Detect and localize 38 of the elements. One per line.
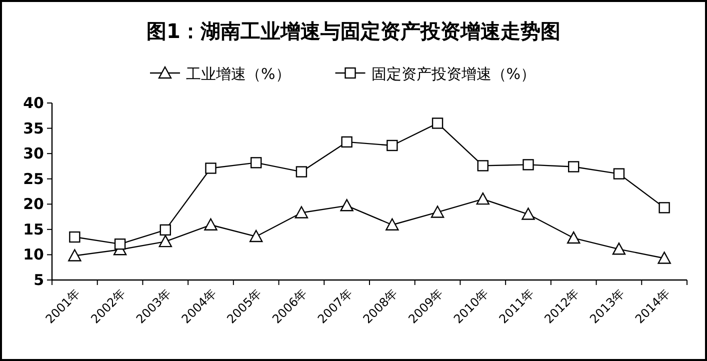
point <box>250 157 262 168</box>
point <box>68 249 82 262</box>
point <box>522 159 534 170</box>
point <box>567 231 580 244</box>
y-tick-label: 10 <box>23 246 44 264</box>
point <box>432 118 444 129</box>
point <box>522 208 535 220</box>
point <box>568 161 580 172</box>
point <box>476 192 490 205</box>
point <box>69 231 80 243</box>
point <box>341 136 352 148</box>
y-tick-label: 15 <box>23 220 44 238</box>
point <box>114 238 126 250</box>
y-tick-label: 5 <box>34 271 44 289</box>
y-tick-label: 25 <box>23 170 44 188</box>
point <box>430 206 444 218</box>
point <box>160 224 171 236</box>
point <box>158 234 172 248</box>
point <box>294 206 308 218</box>
point <box>612 242 626 255</box>
legend-label: 固定资产投资增速（%） <box>371 65 536 83</box>
y-tick-label: 30 <box>23 144 44 163</box>
point <box>386 140 398 152</box>
point <box>340 199 354 212</box>
legend-label: 工业增速（%） <box>186 65 290 83</box>
point <box>386 218 399 230</box>
point <box>296 166 308 178</box>
chart-title: 图1：湖南工业增速与固定资产投资增速走势图 <box>146 19 560 43</box>
point <box>613 168 625 180</box>
y-tick-label: 20 <box>23 195 44 214</box>
point <box>205 162 216 174</box>
point <box>204 218 218 230</box>
point <box>477 160 488 172</box>
point <box>658 202 670 214</box>
y-tick-label: 35 <box>23 119 44 138</box>
y-tick-label: 40 <box>23 94 44 112</box>
point <box>658 252 671 264</box>
point <box>250 230 263 242</box>
